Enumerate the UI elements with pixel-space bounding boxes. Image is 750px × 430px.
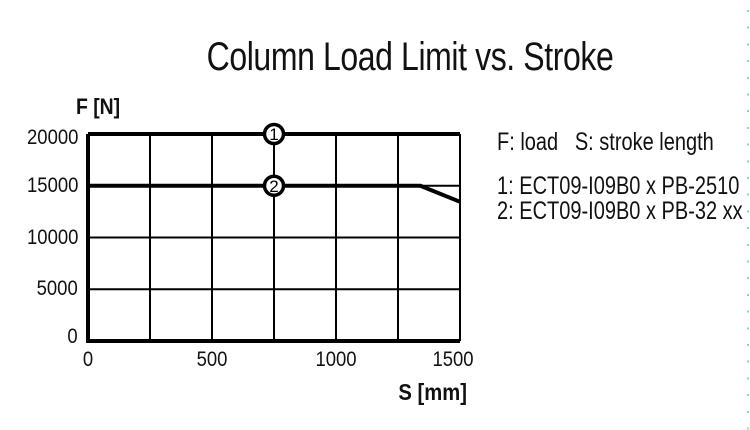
x-axis-label: S [mm]: [398, 379, 467, 405]
x-tick-label-0: 0: [82, 348, 94, 371]
series-marker-1: [262, 122, 286, 146]
y-tick-label-15000: 15000: [26, 173, 78, 197]
legend-note: F: load S: stroke length: [497, 128, 714, 156]
series-marker-2: [262, 174, 286, 197]
y-tick-label-0: 0: [67, 325, 78, 348]
legend-item-series-1: 1: ECT09-I09B0 x PB-2510: [497, 172, 740, 200]
chart-title: Column Load Limit vs. Stroke: [206, 35, 614, 79]
y-tick-label-5000: 5000: [36, 277, 78, 301]
series-marker-label-1: 1: [269, 125, 278, 144]
x-tick-label-1500: 1500: [432, 348, 474, 371]
y-tick-label-20000: 20000: [26, 126, 78, 149]
x-tick-label-500: 500: [196, 348, 228, 371]
y-tick-label-10000: 10000: [26, 225, 78, 249]
y-axis-label: F [N]: [76, 94, 121, 119]
page-edge-dots: [747, 10, 749, 430]
legend-item-series-2: 2: ECT09-I09B0 x PB-32 xx: [497, 197, 743, 225]
axes: [86, 134, 460, 343]
series-marker-label-2: 2: [269, 177, 278, 196]
series-line-2: [88, 183, 461, 204]
x-tick-label-1000: 1000: [315, 348, 357, 371]
